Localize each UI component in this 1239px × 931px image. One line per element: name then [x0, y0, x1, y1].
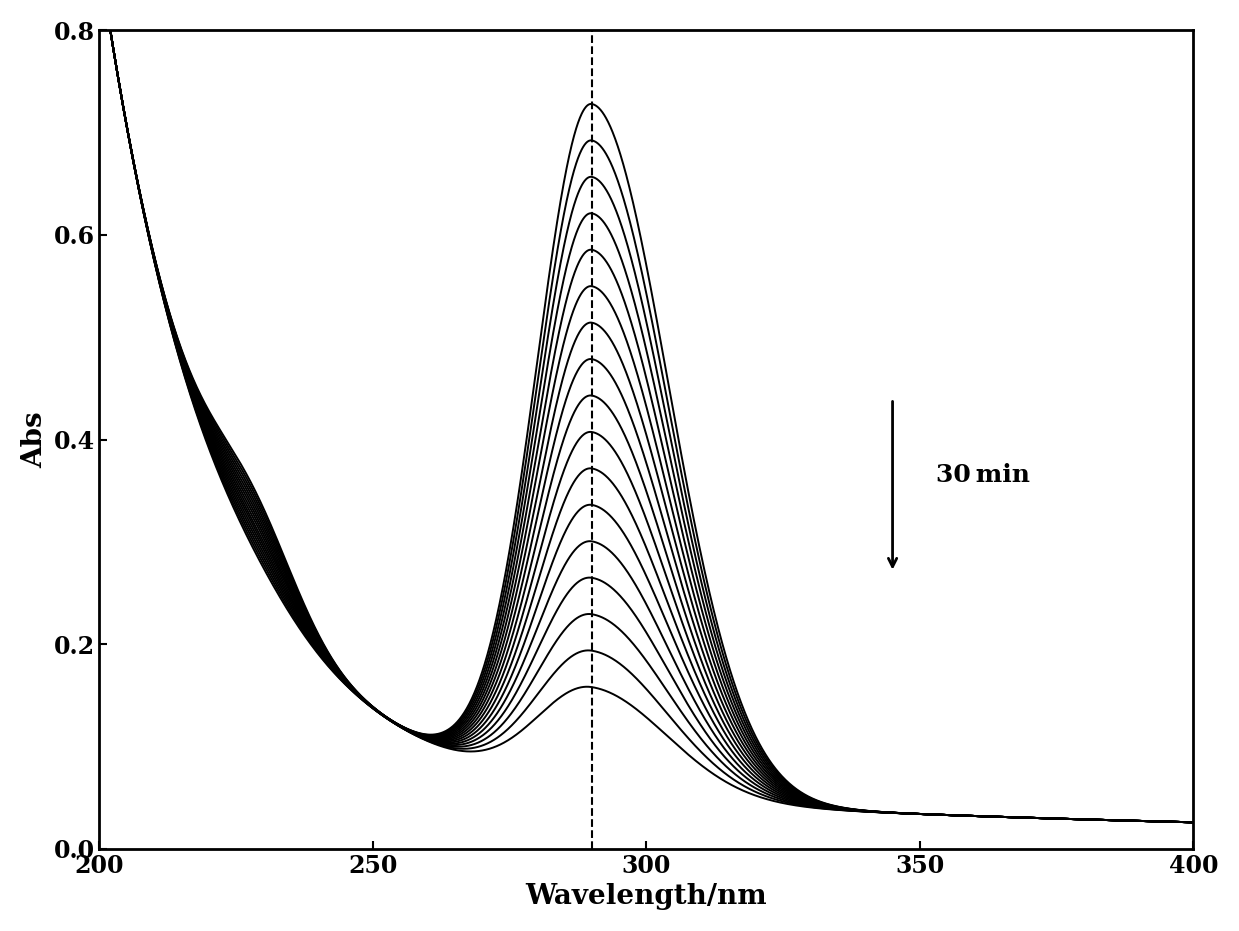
X-axis label: Wavelength/nm: Wavelength/nm [525, 884, 767, 911]
Text: 30 min: 30 min [937, 464, 1031, 487]
Y-axis label: Abs: Abs [21, 412, 48, 468]
